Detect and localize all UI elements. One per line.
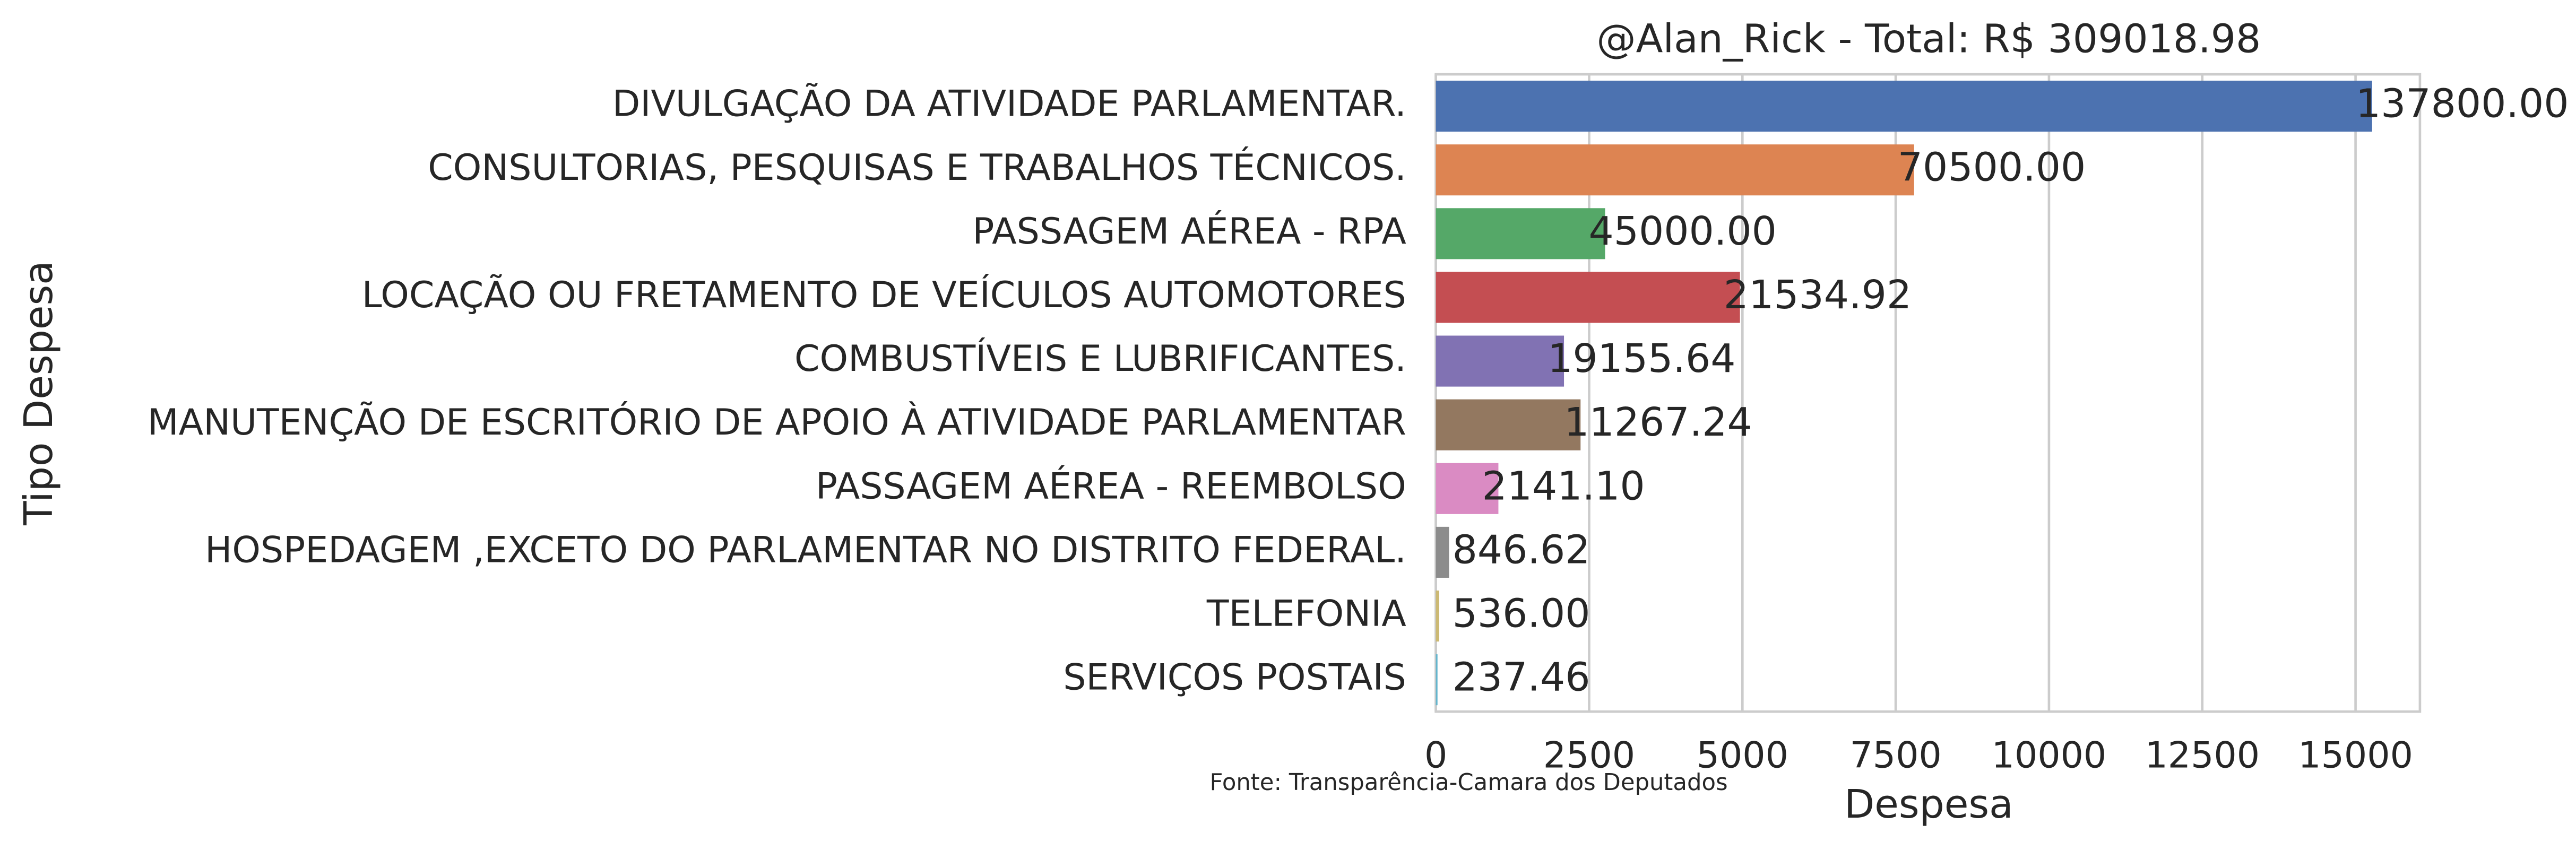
- bar-label: 846.62: [1453, 526, 1590, 573]
- footnote: Fonte: Transparência-Camara dos Deputado…: [1209, 769, 1727, 796]
- bar: [1436, 526, 1449, 578]
- chart-title: @Alan_Rick - Total: R$ 309018.98: [1596, 16, 2261, 62]
- x-tick-label: 2500: [1543, 734, 1635, 776]
- bar: [1436, 654, 1438, 706]
- bar: [1436, 272, 1740, 323]
- x-tick-label: 0: [1424, 734, 1447, 776]
- bar-label: 70500.00: [1898, 144, 2086, 190]
- bar: [1436, 590, 1439, 642]
- x-tick-label: 12500: [2145, 734, 2260, 776]
- plot-frame: [1434, 73, 2422, 713]
- bar: [1436, 399, 1581, 450]
- y-tick-label: PASSAGEM AÉREA - RPA: [972, 210, 1406, 253]
- bar-label: 137800.00: [2356, 81, 2569, 127]
- bar: [1436, 208, 1605, 259]
- y-tick-label: COMBUSTÍVEIS E LUBRIFICANTES.: [794, 337, 1406, 380]
- bar-label: 19155.64: [1548, 335, 1735, 381]
- bar: [1436, 144, 1914, 196]
- bar: [1436, 81, 2372, 132]
- y-tick-label: HOSPEDAGEM ,EXCETO DO PARLAMENTAR NO DIS…: [205, 529, 1406, 571]
- bar-label: 11267.24: [1564, 399, 1752, 445]
- y-tick-label: PASSAGEM AÉREA - REEMBOLSO: [816, 465, 1406, 507]
- bar-label: 2141.10: [1482, 463, 1645, 509]
- bar-label: 536.00: [1453, 591, 1590, 637]
- bar-label: 237.46: [1453, 654, 1590, 700]
- y-tick-label: MANUTENÇÃO DE ESCRITÓRIO DE APOIO À ATIV…: [148, 401, 1406, 444]
- x-tick-label: 10000: [1992, 734, 2107, 776]
- y-tick-label: SERVIÇOS POSTAIS: [1063, 657, 1406, 699]
- y-tick-label: LOCAÇÃO OU FRETAMENTO DE VEÍCULOS AUTOMO…: [362, 274, 1406, 316]
- y-tick-label: DIVULGAÇÃO DA ATIVIDADE PARLAMENTAR.: [612, 83, 1406, 125]
- x-tick-label: 7500: [1849, 734, 1941, 776]
- x-tick-label: 5000: [1697, 734, 1788, 776]
- bar: [1436, 335, 1564, 387]
- x-tick-label: 15000: [2298, 734, 2413, 776]
- y-tick-label: TELEFONIA: [1206, 593, 1406, 635]
- y-axis-label: Tipo Despesa: [15, 261, 62, 526]
- bar-label: 21534.92: [1724, 272, 1912, 318]
- bar-label: 45000.00: [1589, 208, 1777, 254]
- bar: [1436, 463, 1499, 514]
- y-tick-label: CONSULTORIAS, PESQUISAS E TRABALHOS TÉCN…: [428, 146, 1406, 189]
- x-axis-label: Despesa: [1844, 781, 2013, 827]
